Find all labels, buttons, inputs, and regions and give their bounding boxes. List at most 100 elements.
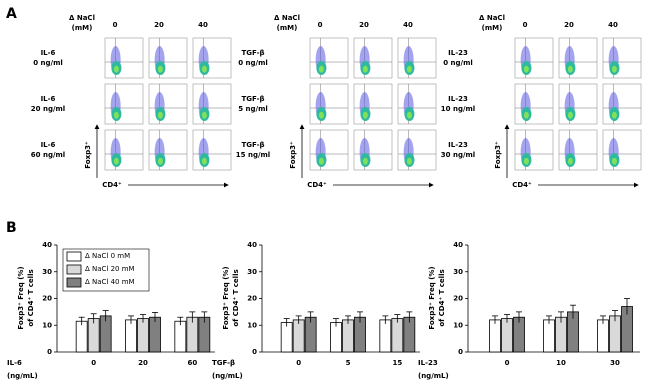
event-cloud (362, 157, 368, 165)
row-label: 0 ng/ml (443, 59, 473, 67)
bar (597, 319, 609, 353)
x-axis-label: IL-6 (7, 359, 22, 367)
legend-swatch (66, 251, 82, 262)
x-tick-label: 0 (91, 359, 96, 367)
bar (489, 319, 501, 353)
column-label: 20 (564, 21, 574, 29)
event-cloud (523, 157, 529, 165)
bar (501, 318, 513, 353)
x-axis-label: (ng/mL) (7, 372, 38, 380)
y-axis-label: Foxp3⁺ Freq (%) (428, 266, 436, 329)
column-label: 20 (359, 21, 369, 29)
bar (137, 318, 149, 353)
bar (379, 319, 392, 353)
event-cloud (406, 111, 412, 119)
flow-plot (514, 37, 554, 79)
y-tick-label: 20 (247, 295, 257, 303)
event-cloud (362, 65, 368, 73)
x-tick-label: 20 (138, 359, 148, 367)
row-label: TGF-β (241, 49, 264, 57)
row-label: 60 ng/ml (31, 151, 65, 159)
column-label: 40 (608, 21, 618, 29)
y-tick-label: 0 (47, 348, 52, 356)
event-cloud (201, 157, 207, 165)
event-cloud (406, 65, 412, 73)
header: Δ NaCl (479, 14, 505, 22)
y-axis-label: of CD4⁺ T cells (27, 269, 35, 326)
y-axis-label: Foxp3⁺ Freq (%) (17, 266, 25, 329)
bar (75, 320, 88, 353)
y-tick-label: 40 (453, 241, 463, 249)
x-tick-label: 15 (392, 359, 402, 367)
column-label: 0 (318, 21, 323, 29)
column-label: 0 (523, 21, 528, 29)
axis-label: Foxp3⁺ (84, 141, 92, 169)
axis-label: CD4⁺ (512, 181, 532, 189)
row-label: 0 ng/ml (33, 59, 63, 67)
header: Δ NaCl (69, 14, 95, 22)
bar (342, 319, 354, 353)
panel-label: A (6, 6, 17, 22)
header: (mM) (72, 24, 93, 32)
row-label: IL-23 (448, 141, 468, 149)
x-tick-label: 5 (346, 359, 351, 367)
row-label: TGF-β (241, 141, 264, 149)
axis-label: Foxp3⁺ (494, 141, 502, 169)
row-label: IL-6 (41, 95, 56, 103)
axis-label: CD4⁺ (102, 181, 122, 189)
bar (543, 319, 555, 353)
row-label: 30 ng/ml (441, 151, 475, 159)
legend-entry: Δ NaCl 40 mM (85, 278, 135, 286)
bar (292, 319, 305, 353)
y-tick-label: 40 (247, 241, 257, 249)
row-label: IL-6 (41, 141, 56, 149)
y-tick-label: 20 (453, 295, 463, 303)
y-tick-label: 30 (247, 268, 257, 276)
y-tick-label: 0 (252, 348, 257, 356)
event-cloud (318, 157, 324, 165)
row-label: 10 ng/ml (441, 105, 475, 113)
y-axis-label: of CD4⁺ T cells (438, 269, 446, 326)
y-axis-label: Foxp3⁺ Freq (%) (222, 266, 230, 329)
header: (mM) (482, 24, 503, 32)
row-label: IL-23 (448, 49, 468, 57)
event-cloud (567, 65, 573, 73)
x-axis-label: TGF-β (212, 359, 235, 367)
event-cloud (318, 111, 324, 119)
event-cloud (567, 157, 573, 165)
event-cloud (201, 65, 207, 73)
header: (mM) (277, 24, 298, 32)
event-cloud (157, 111, 163, 119)
event-cloud (113, 157, 119, 165)
column-label: 0 (113, 21, 118, 29)
bar (330, 322, 342, 353)
bar (391, 318, 404, 353)
event-cloud (157, 65, 163, 73)
row-label: IL-23 (448, 95, 468, 103)
x-tick-label: 0 (296, 359, 301, 367)
bar (87, 318, 100, 353)
row-label: 0 ng/ml (238, 59, 268, 67)
y-tick-label: 30 (42, 268, 52, 276)
legend-entry: Δ NaCl 20 mM (85, 265, 135, 273)
event-cloud (611, 157, 617, 165)
event-cloud (406, 157, 412, 165)
y-tick-label: 20 (42, 295, 52, 303)
bar (149, 316, 161, 353)
bar (174, 320, 187, 353)
event-cloud (523, 65, 529, 73)
row-label: IL-6 (41, 49, 56, 57)
y-tick-label: 10 (453, 321, 463, 329)
axis-label: Foxp3⁺ (289, 141, 297, 169)
y-tick-label: 0 (458, 348, 463, 356)
event-cloud (113, 111, 119, 119)
y-tick-label: 40 (42, 241, 52, 249)
legend-swatch (66, 277, 82, 288)
row-label: 20 ng/ml (31, 105, 65, 113)
x-tick-label: 60 (187, 359, 197, 367)
event-cloud (318, 65, 324, 73)
y-tick-label: 10 (42, 321, 52, 329)
legend-swatch (66, 264, 82, 275)
x-axis-label: (ng/mL) (212, 372, 243, 380)
event-cloud (611, 111, 617, 119)
